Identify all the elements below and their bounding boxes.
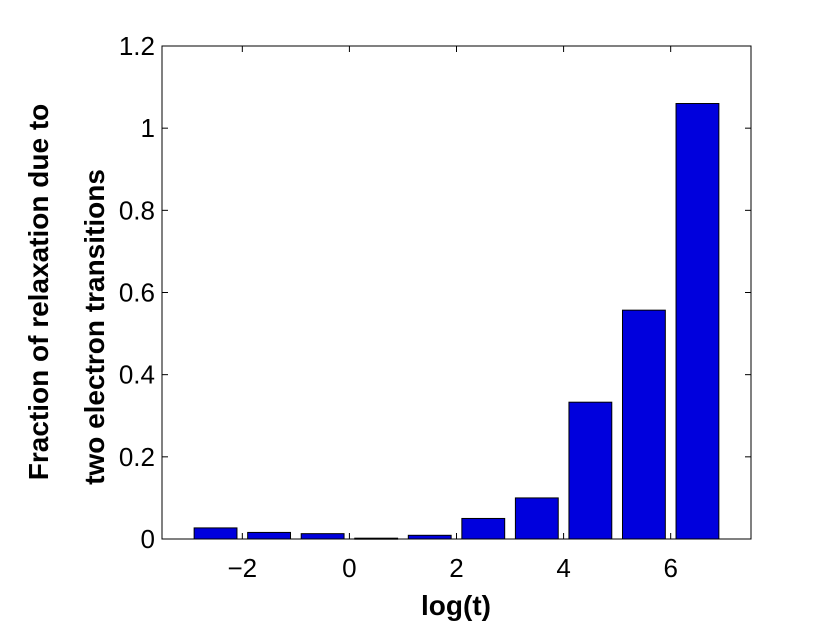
bar (247, 531, 292, 540)
x-tick-label: 0 (342, 553, 356, 583)
y-tick-label: 0.6 (119, 278, 155, 308)
y-axis-title-line-2: two electron transitions (79, 169, 110, 485)
x-tick-label: 4 (556, 553, 570, 583)
bar (461, 517, 506, 540)
x-tick-labels: −2 0 2 4 6 (227, 553, 677, 583)
y-axis-title-line-1: Fraction of relaxation due to (23, 104, 54, 480)
x-tick-label: 6 (663, 553, 677, 583)
y-tick-labels: 0 0.2 0.4 0.6 0.8 1 1.2 (119, 31, 155, 554)
y-tick-label: 0.8 (119, 195, 155, 225)
ticks-group (162, 45, 751, 540)
y-tick-label: 1.2 (119, 31, 155, 61)
bar (193, 527, 238, 540)
y-tick-label: 0.4 (119, 360, 155, 390)
bar (621, 309, 666, 540)
bar (407, 534, 452, 540)
plot-frame (161, 45, 752, 540)
y-tick-label: 0.2 (119, 442, 155, 472)
y-tick-label: 1 (141, 113, 155, 143)
bar (514, 497, 559, 540)
x-tick-label: −2 (227, 553, 257, 583)
x-axis-title: log(t) (421, 590, 491, 621)
y-tick-label: 0 (141, 524, 155, 554)
bar (675, 103, 720, 540)
x-tick-label: 2 (449, 553, 463, 583)
bar (300, 533, 345, 540)
bar (568, 401, 613, 540)
